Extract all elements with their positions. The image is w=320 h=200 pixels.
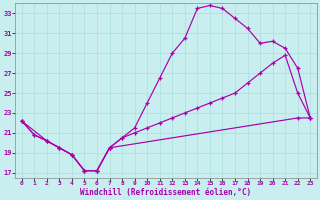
X-axis label: Windchill (Refroidissement éolien,°C): Windchill (Refroidissement éolien,°C)	[80, 188, 252, 197]
